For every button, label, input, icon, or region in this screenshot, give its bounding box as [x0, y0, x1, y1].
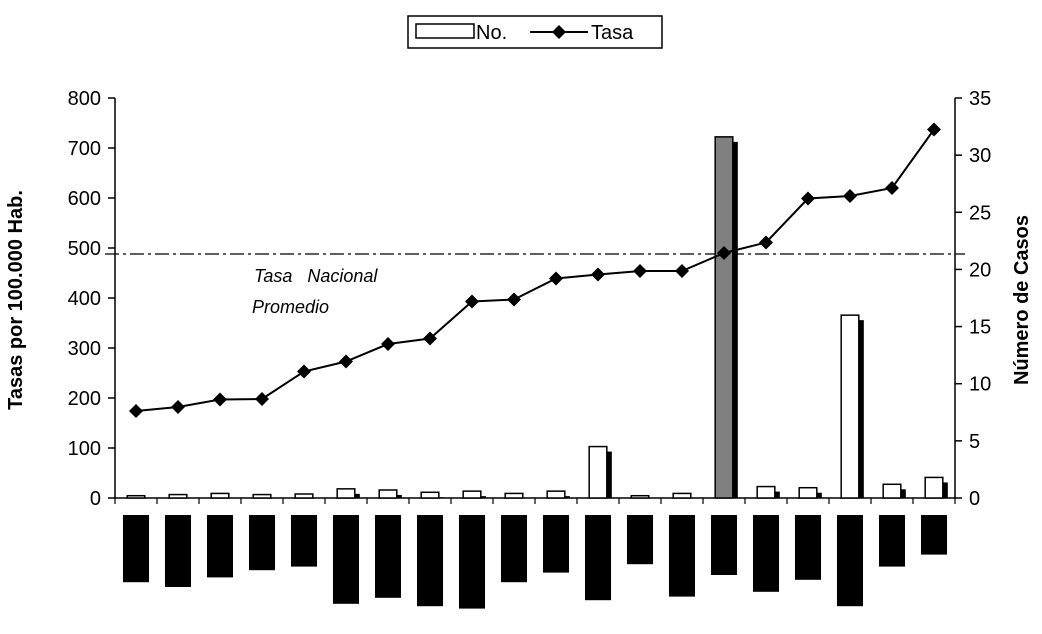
left-tick-label: 500: [68, 238, 101, 260]
tasa-point: [381, 337, 395, 351]
reference-line-label-1: Tasa Nacional: [254, 266, 378, 286]
category-label-bar: [374, 515, 402, 598]
category-label-bar: [416, 515, 444, 607]
tasa-point: [465, 294, 479, 309]
tasa-point: [423, 331, 437, 346]
category-label-bar: [248, 515, 276, 571]
category-label-bar: [878, 515, 906, 567]
tasa-point: [549, 271, 563, 286]
tasa-point: [507, 292, 521, 307]
bar: [924, 476, 944, 499]
left-tick-label: 300: [68, 338, 101, 360]
tasa-point: [171, 400, 185, 414]
left-tick-label: 200: [68, 388, 101, 410]
category-label-bar: [836, 515, 864, 607]
bar: [462, 490, 482, 499]
category-label-bar: [122, 515, 150, 583]
plot-area: 0 100 200 300 400 500 600 700 800 0 5 10 15 20 25 30 35: [68, 88, 991, 609]
tasa-point: [633, 264, 647, 278]
tasa-point: [927, 122, 941, 137]
category-label-bar: [458, 515, 486, 609]
tasa-point: [213, 392, 227, 407]
tasa-point: [843, 189, 857, 203]
left-tick-label: 800: [68, 88, 101, 110]
category-label-bar: [710, 515, 738, 575]
left-tick-label: 0: [90, 488, 101, 510]
legend-label-tasa: Tasa: [591, 22, 634, 44]
bar: [882, 483, 902, 499]
category-label-bar: [500, 515, 528, 583]
legend: No. Tasa: [407, 15, 663, 49]
right-tick-label: 5: [969, 431, 980, 453]
right-axis-title: Número de Casos: [1011, 215, 1033, 385]
right-tick-label: 10: [969, 374, 991, 396]
bar: [252, 493, 272, 499]
reference-line-label-2: Promedio: [252, 297, 329, 317]
left-axis-title: Tasas por 100.000 Hab.: [5, 190, 27, 410]
bar: [168, 493, 188, 499]
tasa-point: [759, 235, 773, 250]
right-tick-label: 25: [969, 202, 991, 224]
bar: [294, 493, 314, 499]
right-tick-label: 15: [969, 317, 991, 339]
tasa-point: [675, 264, 689, 278]
bar: [504, 492, 524, 499]
tasa-point: [717, 246, 731, 260]
category-label-bar: [668, 515, 696, 597]
bar: [126, 494, 146, 499]
bar: [798, 486, 818, 499]
category-label-bar: [332, 515, 360, 604]
bar: [672, 492, 692, 499]
bar: [588, 445, 608, 499]
right-tick-label: 35: [969, 88, 991, 110]
bar: [756, 485, 776, 499]
bar: [210, 492, 230, 499]
right-tick-label: 0: [969, 488, 980, 510]
tasa-point: [297, 364, 311, 379]
tasa-line: [135, 128, 935, 412]
legend-swatch-tasa-marker: [552, 25, 566, 39]
tasa-point: [591, 267, 605, 282]
left-tick-label: 400: [68, 288, 101, 310]
category-label-bar: [626, 515, 654, 565]
category-label-bar: [290, 515, 318, 567]
right-tick-label: 30: [969, 145, 991, 167]
tasa-point: [129, 404, 143, 418]
category-label-bar: [584, 515, 612, 601]
bar: [378, 489, 398, 499]
category-label-bar: [794, 515, 822, 580]
category-label-bar: [206, 515, 234, 578]
legend-label-no: No.: [476, 22, 507, 44]
bar: [714, 136, 734, 499]
category-label-bar: [920, 515, 948, 555]
category-label-bar: [542, 515, 570, 573]
tasa-point: [339, 354, 353, 369]
bar: [630, 494, 650, 499]
bar: [336, 488, 356, 499]
tasa-point: [801, 191, 815, 206]
left-tick-label: 100: [68, 438, 101, 460]
tasa-point: [885, 181, 899, 195]
category-label-bar: [164, 515, 192, 587]
bar: [420, 491, 440, 499]
bar: [840, 314, 860, 499]
left-tick-label: 600: [68, 188, 101, 210]
left-tick-label: 700: [68, 138, 101, 160]
bar: [546, 490, 566, 499]
category-label-bar: [752, 515, 780, 592]
legend-swatch-no: [415, 23, 475, 39]
tasa-point: [255, 392, 269, 406]
right-tick-label: 20: [969, 259, 991, 281]
